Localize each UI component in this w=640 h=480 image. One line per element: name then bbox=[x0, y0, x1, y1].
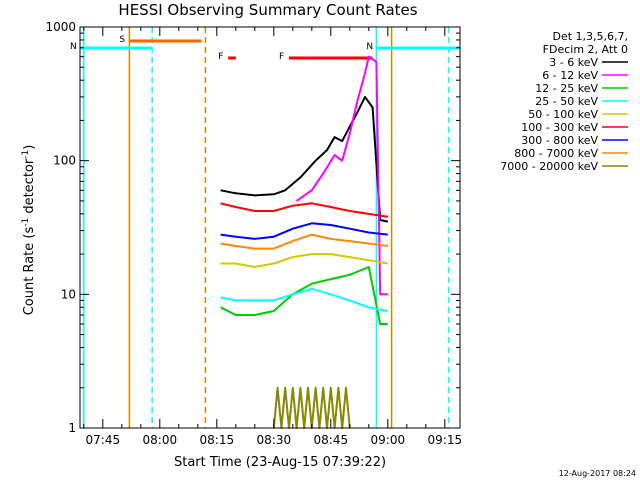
y-axis-label-end: ) bbox=[22, 145, 37, 150]
flag-bars: S N N F F bbox=[70, 35, 460, 62]
legend-entry: 7000 - 20000 keV bbox=[500, 160, 598, 173]
y-tick-label: 10 bbox=[61, 287, 76, 301]
series-line bbox=[220, 253, 388, 268]
x-tick-label: 09:15 bbox=[428, 433, 463, 447]
legend-entry: 25 - 50 keV bbox=[535, 95, 598, 108]
x-tick-label: 08:30 bbox=[257, 433, 292, 447]
plot-border bbox=[79, 26, 461, 429]
series-line bbox=[220, 233, 388, 250]
y-tick-label: 1 bbox=[68, 421, 76, 435]
y-axis-label-mid: detector bbox=[22, 158, 37, 218]
x-axis-label: Start Time (23-Aug-15 07:39:22) bbox=[174, 455, 386, 470]
series-line bbox=[220, 202, 388, 218]
chart-title: HESSI Observing Summary Count Rates bbox=[118, 1, 417, 19]
legend-header: Det 1,3,5,6,7, bbox=[552, 30, 628, 43]
x-tick-label: 07:45 bbox=[86, 433, 121, 447]
legend-entry: 50 - 100 keV bbox=[528, 108, 598, 121]
axes: 1 10 100 1000 07:45 08:00 08:15 08:30 08:45 09:00… bbox=[45, 20, 462, 447]
y-axis-label-main: Count Rate (s bbox=[22, 227, 37, 316]
flag-label: F bbox=[218, 52, 223, 62]
x-tick-label: 08:45 bbox=[314, 433, 349, 447]
x-tick-label: 09:00 bbox=[371, 433, 406, 447]
y-axis-label-sup1: -1 bbox=[21, 218, 31, 227]
series-line bbox=[272, 386, 351, 429]
legend-entry: 800 - 7000 keV bbox=[514, 147, 598, 160]
series-line bbox=[220, 95, 389, 223]
series-lines bbox=[220, 55, 389, 429]
series-line bbox=[220, 222, 388, 240]
legend-entry: 3 - 6 keV bbox=[549, 56, 598, 69]
legend-header: FDecim 2, Att 0 bbox=[543, 43, 628, 56]
y-tick-label: 1000 bbox=[45, 20, 76, 34]
legend-entry: 100 - 300 keV bbox=[521, 121, 598, 134]
y-axis-label-sup2: -1 bbox=[21, 150, 31, 159]
y-axis-label: Count Rate (s-1 detector-1) bbox=[21, 145, 37, 316]
y-ticks: 1 10 100 1000 bbox=[45, 20, 460, 435]
series-line bbox=[220, 266, 388, 325]
series-line bbox=[220, 287, 388, 312]
legend-entry: 300 - 800 keV bbox=[521, 134, 598, 147]
legend: Det 1,3,5,6,7,FDecim 2, Att 03 - 6 keV6 … bbox=[500, 30, 628, 173]
x-ticks: 07:45 08:00 08:15 08:30 08:45 09:00 09:15 bbox=[83, 27, 463, 447]
time-markers bbox=[83, 27, 450, 428]
legend-entry: 12 - 25 keV bbox=[535, 82, 598, 95]
flag-label: S bbox=[119, 35, 125, 45]
flag-label: N bbox=[70, 42, 77, 52]
flag-label: N bbox=[366, 42, 373, 52]
x-tick-label: 08:15 bbox=[200, 433, 235, 447]
x-tick-label: 08:00 bbox=[143, 433, 178, 447]
footer-date: 12-Aug-2017 08:24 bbox=[559, 469, 636, 478]
legend-entry: 6 - 12 keV bbox=[542, 69, 598, 82]
series-line bbox=[296, 55, 388, 296]
flag-label: F bbox=[279, 52, 284, 62]
y-tick-label: 100 bbox=[53, 154, 76, 168]
